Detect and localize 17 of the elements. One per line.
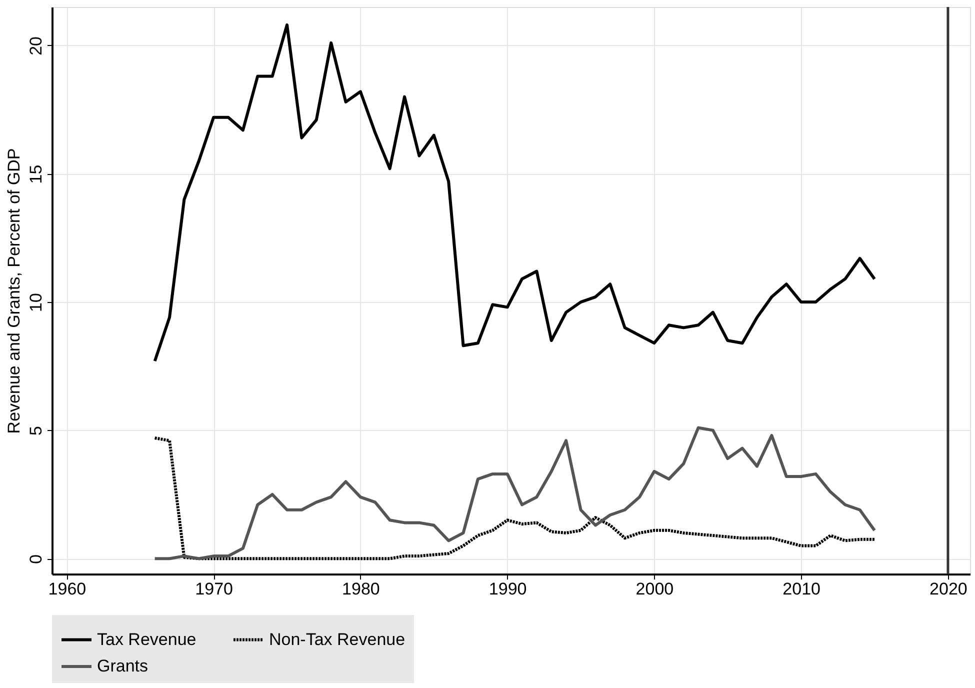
x-tick-label: 2000 [636, 580, 674, 598]
legend-label: Non-Tax Revenue [269, 630, 406, 649]
y-tick-label: 5 [26, 426, 46, 436]
x-tick-label: 1990 [488, 580, 527, 598]
x-tick-label: 1970 [195, 580, 233, 598]
y-tick-label: 20 [26, 36, 46, 56]
line-series [153, 23, 876, 363]
legend-label: Grants [97, 656, 148, 676]
y-tick-label: 0 [26, 554, 46, 564]
y-tick-label: 15 [26, 164, 46, 184]
y-tick-label: 10 [26, 293, 46, 312]
x-tick-label: 2020 [930, 580, 968, 598]
y-axis-title: Revenue and Grants, Percent of GDP [4, 148, 24, 434]
x-tick-label: 1980 [342, 580, 380, 598]
x-tick-label: 1960 [48, 580, 86, 598]
x-tick-label: 2010 [782, 580, 820, 598]
legend-label: Tax Revenue [97, 630, 196, 649]
